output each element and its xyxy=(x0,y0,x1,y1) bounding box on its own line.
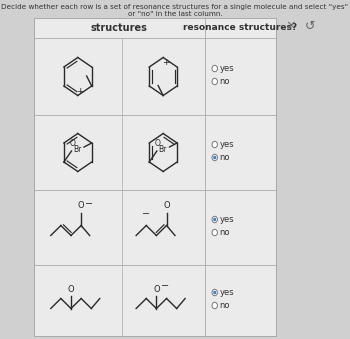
Circle shape xyxy=(212,216,217,223)
Text: −: − xyxy=(161,281,169,292)
Text: yes: yes xyxy=(219,215,234,224)
Text: no: no xyxy=(219,301,230,310)
Text: +: + xyxy=(162,58,169,67)
Text: O: O xyxy=(78,201,84,211)
Circle shape xyxy=(212,141,217,148)
Text: structures: structures xyxy=(91,23,148,33)
Text: O: O xyxy=(68,284,74,294)
Text: +: + xyxy=(77,87,84,96)
Text: no: no xyxy=(219,77,230,86)
Circle shape xyxy=(213,291,216,294)
Text: O: O xyxy=(69,139,75,148)
Text: −: − xyxy=(85,199,93,208)
Text: no: no xyxy=(219,228,230,237)
Circle shape xyxy=(213,156,216,159)
Text: yes: yes xyxy=(219,288,234,297)
Circle shape xyxy=(213,218,216,221)
Text: ↺: ↺ xyxy=(305,20,315,33)
Text: O: O xyxy=(163,201,170,211)
Text: O: O xyxy=(155,139,161,148)
Text: Decide whether each row is a set of resonance structures for a single molecule a: Decide whether each row is a set of reso… xyxy=(1,4,349,17)
Text: Br: Br xyxy=(159,144,167,154)
Text: resonance structures?: resonance structures? xyxy=(183,23,298,33)
Text: yes: yes xyxy=(219,140,234,149)
Circle shape xyxy=(212,154,217,161)
Bar xyxy=(34,18,276,336)
Text: −: − xyxy=(142,210,150,219)
Circle shape xyxy=(212,78,217,85)
Text: Br: Br xyxy=(73,144,82,154)
Circle shape xyxy=(212,289,217,296)
Text: yes: yes xyxy=(219,64,234,73)
Circle shape xyxy=(212,229,217,236)
Text: no: no xyxy=(219,153,230,162)
Circle shape xyxy=(212,65,217,72)
Circle shape xyxy=(212,302,217,309)
Text: O: O xyxy=(153,284,160,294)
Text: ×: × xyxy=(286,20,296,33)
